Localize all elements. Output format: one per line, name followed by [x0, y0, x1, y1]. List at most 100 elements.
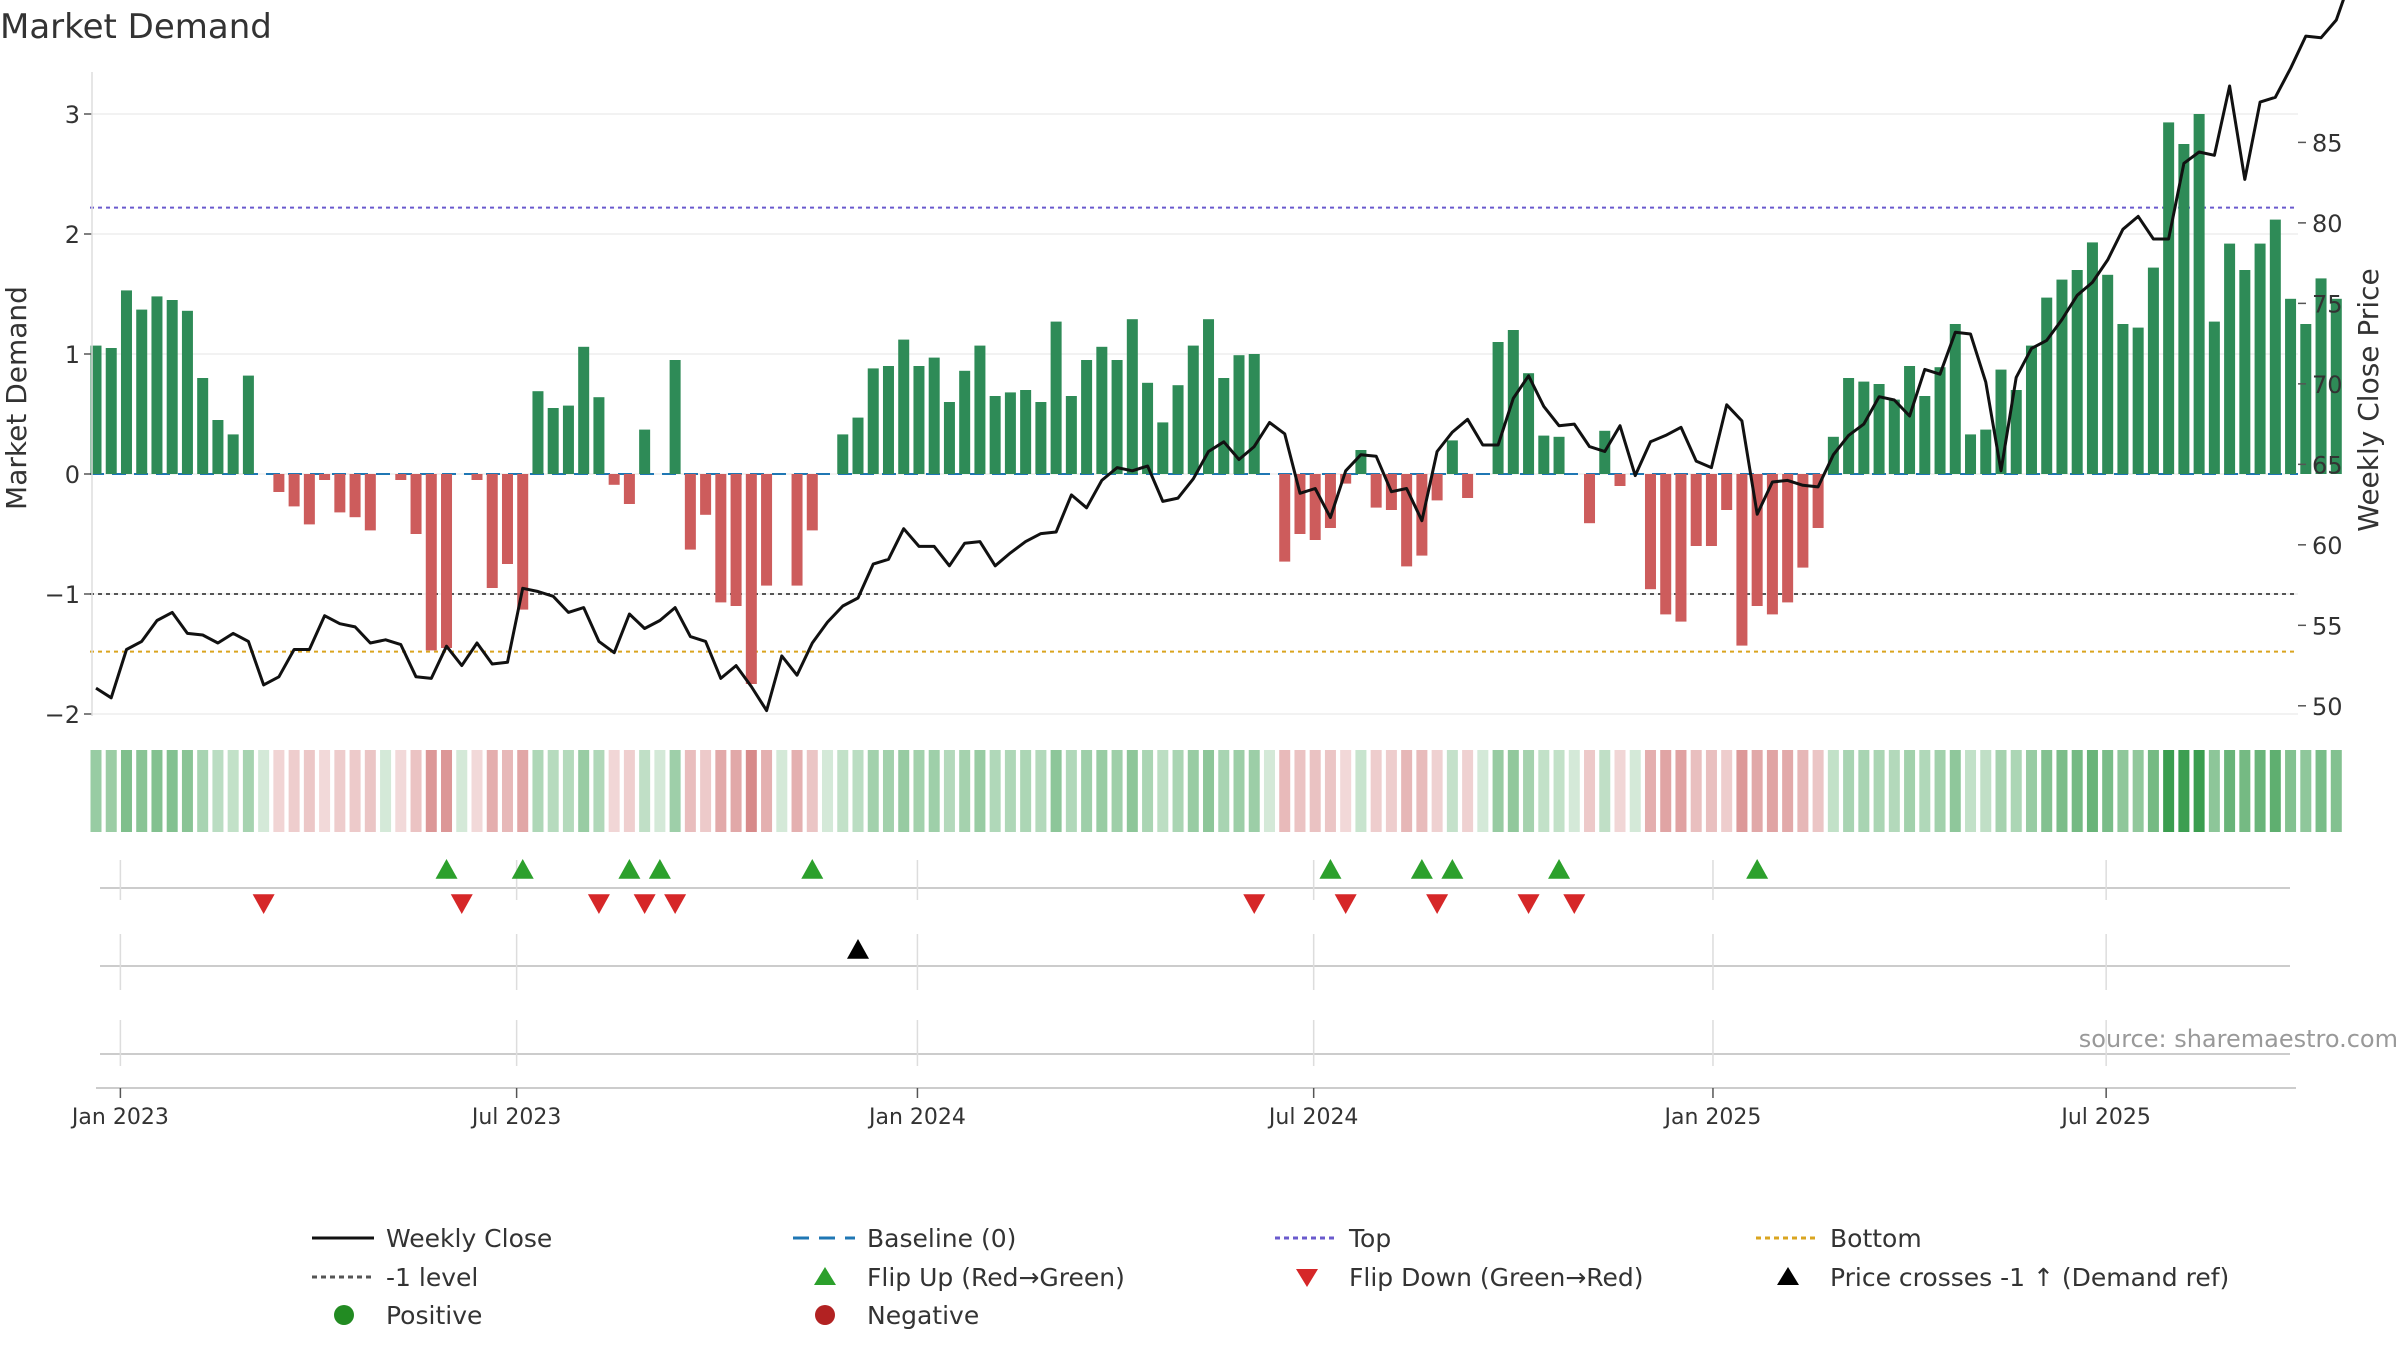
legend-item: Weekly Close: [312, 1224, 552, 1253]
demand-bar: [608, 474, 620, 485]
demand-bar: [334, 474, 346, 513]
demand-bar: [120, 290, 132, 474]
heat-cell: [471, 750, 483, 832]
heat-cell: [1431, 750, 1443, 832]
demand-bar: [136, 309, 148, 474]
weekly-close-line: [95, 0, 2345, 713]
demand-bar: [1279, 474, 1291, 562]
heat-cell: [2239, 750, 2251, 832]
demand-bar: [1248, 354, 1260, 474]
heat-cell: [1111, 750, 1123, 832]
heat-cell: [2041, 750, 2053, 832]
heat-cell: [532, 750, 544, 832]
demand-bar: [151, 296, 163, 474]
legend-label: Positive: [386, 1301, 482, 1330]
demand-bar: [1370, 474, 1382, 508]
demand-bar: [761, 474, 773, 586]
demand-bar: [501, 474, 513, 564]
demand-bar: [1934, 367, 1946, 474]
demand-bar: [1233, 355, 1245, 474]
heat-cell: [1766, 750, 1778, 832]
demand-bar: [1401, 474, 1413, 567]
y-tick-left: −2: [45, 701, 80, 729]
demand-bar: [1705, 474, 1717, 546]
legend-swatch: [334, 1305, 354, 1325]
demand-bar: [349, 474, 361, 518]
demand-bar: [532, 391, 544, 474]
demand-bar: [1050, 321, 1062, 474]
heat-cell: [1919, 750, 1931, 832]
x-tick-label: Jul 2025: [2059, 1105, 2151, 1130]
demand-bar: [684, 474, 696, 550]
heat-cell: [1614, 750, 1626, 832]
demand-bar: [1690, 474, 1702, 546]
demand-bar: [2178, 144, 2190, 474]
legend-label: Flip Down (Green→Red): [1349, 1263, 1644, 1292]
heat-cell: [1172, 750, 1184, 832]
demand-bar: [1766, 474, 1778, 615]
heat-cell: [242, 750, 254, 832]
demand-bar: [2300, 324, 2312, 474]
legend: Weekly Close Baseline (0) Top Bottom -1 leve…: [312, 1224, 2229, 1330]
legend-label: Weekly Close: [386, 1224, 552, 1253]
heat-cell: [1538, 750, 1550, 832]
heat-cell: [974, 750, 986, 832]
flip-up-marker: [511, 859, 534, 879]
heat-cell: [1660, 750, 1672, 832]
legend-item: Flip Up (Red→Green): [814, 1263, 1125, 1292]
heat-cell: [1187, 750, 1199, 832]
demand-bar: [1172, 385, 1184, 474]
heat-cell: [1203, 750, 1215, 832]
flip-up-marker: [1548, 859, 1571, 879]
demand-bar: [1995, 369, 2007, 474]
demand-bar: [593, 397, 605, 474]
demand-bar: [1035, 402, 1047, 474]
demand-bar: [2239, 270, 2251, 474]
demand-bar: [1614, 474, 1626, 486]
close-line-group: [95, 0, 2345, 713]
demand-bar: [1324, 474, 1336, 528]
heat-cell: [136, 750, 148, 832]
axes: 3 2 1 0 −1 −2 85 80 75 70 65 60 55 50: [45, 72, 2343, 729]
demand-bar: [700, 474, 712, 515]
heat-cell: [1507, 750, 1519, 832]
demand-bar: [212, 420, 224, 474]
legend-label: Baseline (0): [867, 1224, 1016, 1253]
flip-up-marker: [1410, 859, 1433, 879]
heat-cell: [2102, 750, 2114, 832]
heat-cell: [669, 750, 681, 832]
heat-cell: [562, 750, 574, 832]
demand-bar: [2254, 243, 2266, 474]
demand-bar: [105, 348, 117, 474]
heat-cell: [1446, 750, 1458, 832]
legend-item: Negative: [815, 1301, 979, 1330]
demand-bar: [867, 368, 879, 474]
legend-label: -1 level: [386, 1263, 478, 1292]
demand-bar: [1294, 474, 1306, 534]
legend-item: Price crosses -1 ↑ (Demand ref): [1777, 1263, 2229, 1292]
demand-heat-strip: [90, 750, 2342, 832]
chart-title: Market Demand: [0, 7, 272, 47]
demand-bar: [517, 474, 529, 610]
demand-bar: [2132, 327, 2144, 474]
heat-cell: [608, 750, 620, 832]
heat-cell: [2193, 750, 2205, 832]
demand-bar: [227, 434, 239, 474]
y-tick-right: 85: [2312, 129, 2343, 157]
heat-cell: [1797, 750, 1809, 832]
heat-cell: [867, 750, 879, 832]
legend-label: Negative: [867, 1301, 979, 1330]
demand-bar: [1919, 396, 1931, 474]
legend-swatch: [814, 1267, 836, 1285]
heat-cell: [1020, 750, 1032, 832]
flip-up-marker: [801, 859, 824, 879]
heat-cell: [441, 750, 453, 832]
legend-label: Price crosses -1 ↑ (Demand ref): [1830, 1263, 2229, 1292]
heat-cell: [1248, 750, 1260, 832]
demand-bar: [2086, 242, 2098, 474]
demand-bar: [1340, 474, 1352, 484]
heat-cell: [303, 750, 315, 832]
heat-cell: [1995, 750, 2007, 832]
y-axis-right-label: Weekly Close Price: [2352, 268, 2385, 531]
heat-cell: [181, 750, 193, 832]
